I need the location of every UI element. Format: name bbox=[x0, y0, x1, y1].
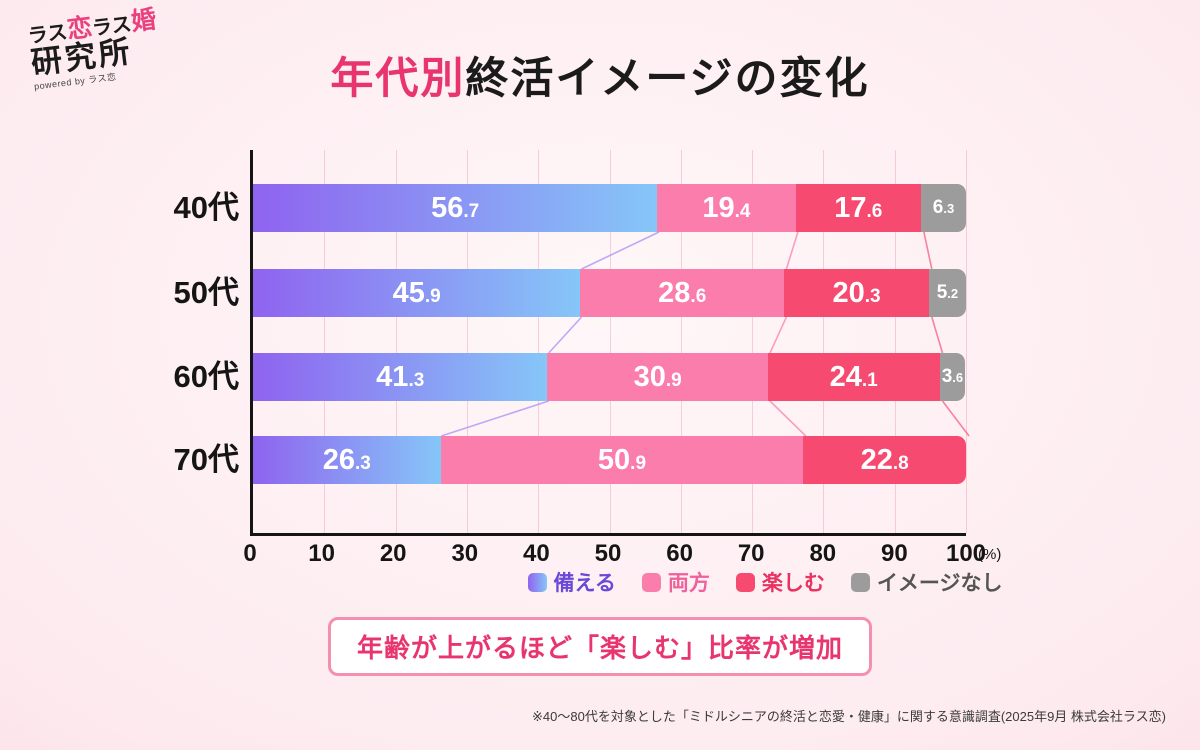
bar-segment: 22.8 bbox=[803, 436, 966, 484]
legend-label: 楽しむ bbox=[761, 572, 825, 595]
bar-value: 19.4 bbox=[702, 191, 751, 224]
bar-segment: 19.4 bbox=[657, 184, 796, 232]
bar-segment: 41.3 bbox=[253, 353, 548, 401]
gridline bbox=[609, 150, 611, 533]
x-tick-label: 10 bbox=[308, 540, 335, 567]
x-axis: 0 10 20 30 40 50 60 70 80 90 100 (%) bbox=[243, 540, 1001, 570]
x-tick-label: 30 bbox=[451, 540, 479, 567]
x-tick-label: 40 bbox=[523, 540, 550, 567]
gridline bbox=[680, 150, 682, 533]
bar-value: 26.3 bbox=[322, 443, 371, 476]
bar-value: 20.3 bbox=[832, 276, 881, 309]
x-tick-label: 20 bbox=[379, 540, 407, 567]
bar-value: 50.9 bbox=[597, 443, 647, 476]
bar-segment: 6.3 bbox=[921, 184, 966, 232]
title-highlight: 年代別 bbox=[330, 55, 466, 103]
category-label: 40代 bbox=[173, 190, 239, 225]
plot-area: 40代 56.7 19.4 17.6 6.3 50代 45.9 28.6 20.3 5.2 60代 4… bbox=[174, 150, 970, 536]
bar-segment: 56.7 bbox=[253, 184, 658, 232]
bar-value: 28.6 bbox=[658, 276, 707, 309]
gridline bbox=[966, 150, 967, 533]
gridline bbox=[324, 150, 326, 533]
bar-segment: 28.6 bbox=[580, 269, 785, 317]
x-axis-unit: (%) bbox=[978, 546, 1002, 563]
bar-segment: 50.9 bbox=[440, 436, 804, 484]
bar-row: 56.7 19.4 17.6 6.3 bbox=[253, 184, 966, 232]
bar-segment: 26.3 bbox=[253, 436, 441, 484]
category-label: 70代 bbox=[173, 442, 239, 477]
x-tick-label: 60 bbox=[666, 540, 693, 567]
legend-label: 両方 bbox=[667, 572, 710, 595]
category-label: 60代 bbox=[173, 359, 239, 394]
x-tick-label: 50 bbox=[594, 540, 622, 567]
callout-text: 年齢が上がるほど「楽しむ」比率が増加 bbox=[356, 633, 844, 663]
bar-row: 45.9 28.6 20.3 5.2 bbox=[253, 269, 966, 317]
bar-segment: 5.2 bbox=[928, 269, 966, 317]
x-tick-label: 80 bbox=[809, 540, 837, 567]
bar-segment: 3.6 bbox=[939, 353, 966, 401]
title-rest: 終活イメージの変化 bbox=[465, 55, 870, 103]
legend-label: 備える bbox=[553, 572, 616, 595]
gridline bbox=[823, 150, 825, 533]
legend: 備える 両方 楽しむ イメージなし bbox=[0, 567, 1200, 597]
x-tick-label: 100 bbox=[945, 540, 987, 567]
legend-item: 備える bbox=[527, 567, 616, 597]
legend-swatch bbox=[641, 572, 661, 592]
x-tick-label: 0 bbox=[243, 540, 257, 567]
bar-segment: 17.6 bbox=[795, 184, 922, 232]
bar-row: 26.3 50.9 22.8 bbox=[253, 436, 966, 484]
bar-value: 56.7 bbox=[431, 191, 480, 224]
page-title: 年代別終活イメージの変化 bbox=[0, 44, 1200, 106]
bar-value: 41.3 bbox=[376, 360, 425, 393]
callout: 年齢が上がるほど「楽しむ」比率が増加 bbox=[327, 617, 873, 676]
gridline bbox=[466, 150, 468, 533]
legend-swatch bbox=[735, 572, 755, 592]
footnote: ※40〜80代を対象とした「ミドルシニアの終活と恋愛・健康」に関する意識調査(2… bbox=[532, 709, 1166, 724]
bar-segment: 24.1 bbox=[767, 353, 940, 401]
gridline bbox=[894, 150, 896, 533]
bar-value: 5.2 bbox=[936, 282, 959, 303]
bar-value: 22.8 bbox=[860, 443, 909, 476]
bar-value: 30.9 bbox=[633, 360, 682, 393]
legend-item: 楽しむ bbox=[735, 567, 825, 597]
category-label: 50代 bbox=[173, 275, 239, 310]
legend-item: 両方 bbox=[641, 567, 710, 597]
bar-segment: 45.9 bbox=[253, 269, 581, 317]
bar-value: 6.3 bbox=[932, 197, 955, 218]
legend-label: イメージなし bbox=[876, 572, 1003, 595]
gridline bbox=[395, 150, 397, 533]
bar-value: 17.6 bbox=[834, 191, 883, 224]
logo-seg4: 婚 bbox=[129, 5, 158, 37]
bar-value: 3.6 bbox=[941, 366, 964, 387]
legend-swatch bbox=[850, 572, 870, 592]
gridline bbox=[752, 150, 754, 533]
bar-value: 45.9 bbox=[392, 276, 441, 309]
x-tick-label: 90 bbox=[881, 540, 908, 567]
bar-value: 24.1 bbox=[829, 360, 878, 393]
legend-swatch bbox=[527, 572, 547, 592]
gridline bbox=[538, 150, 540, 533]
legend-item: イメージなし bbox=[850, 567, 1003, 597]
bar-segment: 20.3 bbox=[784, 269, 929, 317]
bar-segment: 30.9 bbox=[547, 353, 768, 401]
x-tick-label: 70 bbox=[737, 540, 765, 567]
bar-row: 41.3 30.9 24.1 3.6 bbox=[253, 353, 966, 401]
